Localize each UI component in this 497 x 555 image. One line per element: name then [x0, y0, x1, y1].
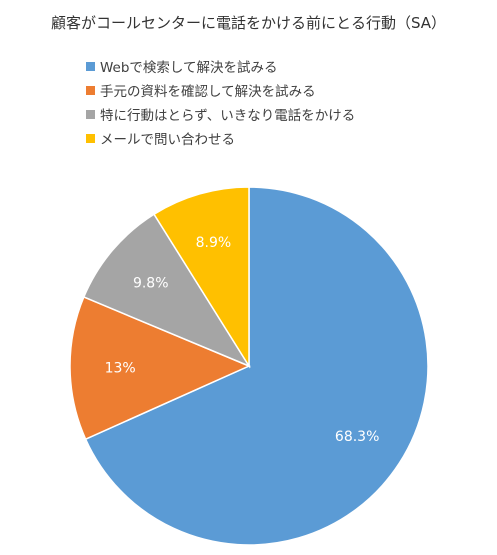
slice-email-inquiry	[153, 186, 250, 369]
legend-item: Webで検索して解決を試みる	[86, 54, 355, 78]
legend-label: 手元の資料を確認して解決を試みる	[100, 84, 316, 100]
legend-item: 手元の資料を確認して解決を試みる	[86, 78, 355, 102]
data-label: 68.3%	[335, 429, 379, 445]
legend-label: 特に行動はとらず、いきなり電話をかける	[100, 108, 356, 124]
legend-swatch	[86, 85, 95, 95]
legend-item: 特に行動はとらず、いきなり電話をかける	[86, 102, 355, 126]
data-label: 9.8%	[133, 276, 169, 292]
slice-check-documents	[69, 295, 251, 441]
legend-label: Webで検索して解決を試みる	[100, 60, 278, 76]
legend-swatch	[86, 133, 95, 143]
slice-call-directly	[82, 213, 251, 368]
data-label: 8.9%	[196, 235, 232, 251]
legend-label: メールで問い合わせる	[100, 132, 235, 148]
legend-swatch	[86, 109, 95, 119]
legend-swatch	[86, 61, 95, 71]
slice-web-search	[84, 186, 429, 546]
legend-item: メールで問い合わせる	[86, 126, 355, 150]
legend: Webで検索して解決を試みる 手元の資料を確認して解決を試みる 特に行動はとらず…	[86, 54, 355, 150]
data-label: 13%	[105, 361, 136, 377]
chart-title: 顧客がコールセンターに電話をかける前にとる行動（SA）	[50, 14, 447, 32]
